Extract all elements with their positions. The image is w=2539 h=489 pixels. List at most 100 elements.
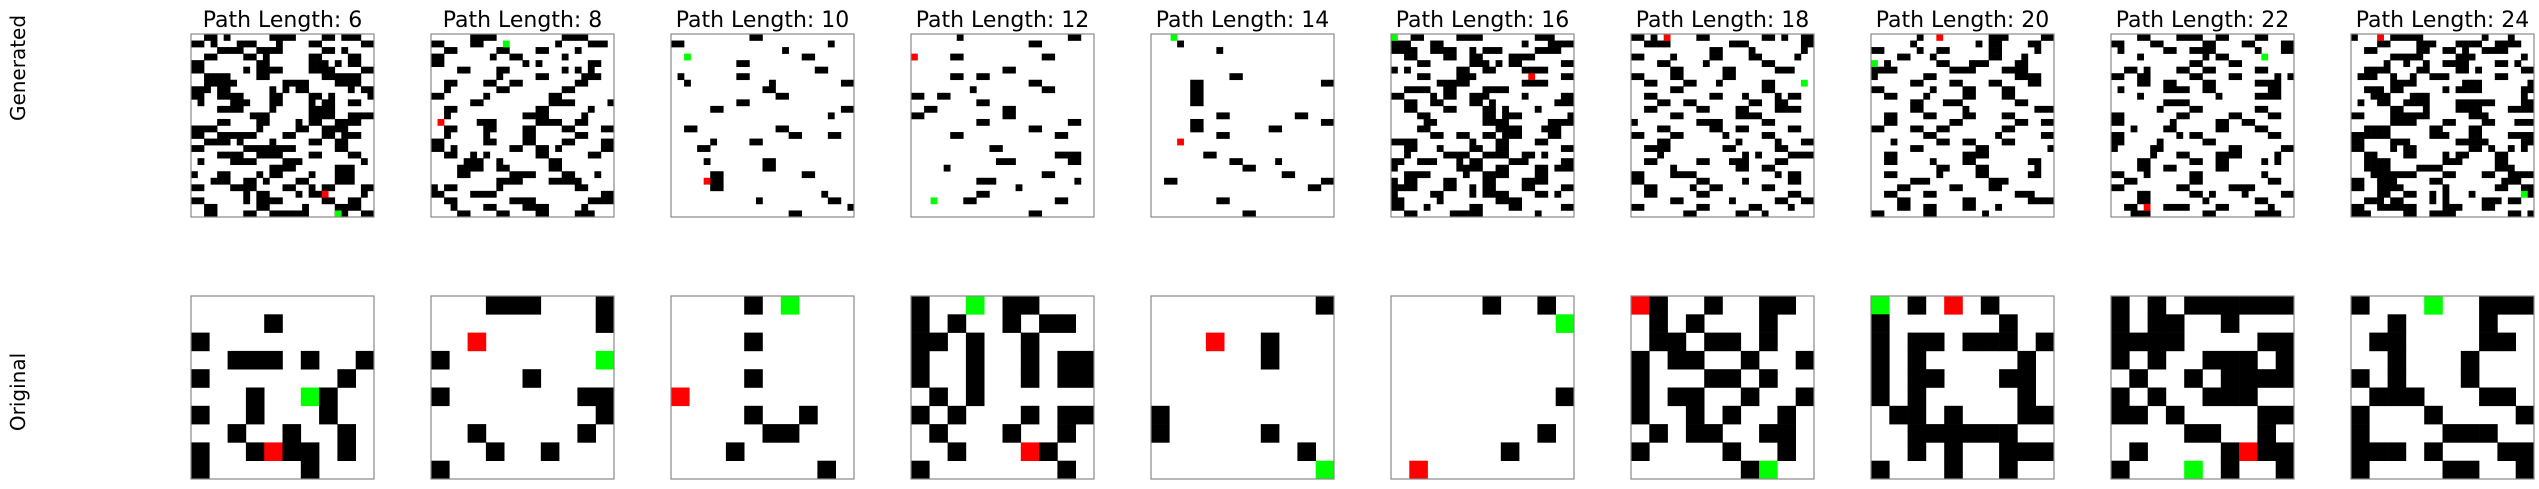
wall-cell	[1644, 40, 1651, 48]
wall-cell	[2027, 171, 2035, 179]
wall-cell	[337, 442, 356, 461]
wall-cell	[1929, 112, 1937, 120]
wall-cell	[1515, 132, 1523, 139]
wall-cell	[2220, 387, 2240, 407]
wall-cell	[502, 47, 510, 54]
wall-cell	[191, 369, 210, 388]
wall-cell	[2129, 332, 2148, 352]
wall-cell	[1074, 34, 1082, 41]
wall-cell	[1482, 47, 1490, 54]
panel-frame	[670, 295, 855, 480]
wall-cell	[2481, 47, 2489, 54]
wall-cell	[191, 460, 210, 480]
wall-cell	[450, 151, 458, 159]
panel-title: Path Length: 22	[2116, 8, 2290, 33]
wall-cell	[191, 332, 210, 352]
wall-cell	[360, 210, 368, 218]
wall-cell	[1489, 132, 1496, 139]
wall-cell	[2514, 171, 2522, 179]
wall-cell	[243, 66, 251, 74]
wall-cell	[2468, 79, 2476, 87]
wall-cell	[561, 138, 569, 146]
wall-cell	[1890, 112, 1898, 120]
wall-cell	[982, 190, 990, 198]
wall-cell	[1436, 145, 1444, 152]
wall-cell	[581, 203, 589, 211]
wall-cell	[917, 92, 925, 100]
wall-cell	[1781, 158, 1789, 166]
wall-cell	[1637, 132, 1645, 139]
wall-cell	[1196, 79, 1204, 87]
wall-cell	[1495, 164, 1503, 172]
original-grid	[2110, 295, 2295, 480]
wall-cell	[2390, 105, 2398, 113]
wall-cell	[2435, 210, 2443, 218]
wall-cell	[744, 332, 763, 352]
wall-cell	[1759, 314, 1778, 333]
wall-cell	[1689, 99, 1697, 107]
wall-cell	[347, 203, 355, 211]
wall-cell	[965, 332, 985, 352]
wall-cell	[2287, 40, 2295, 48]
wall-cell	[911, 405, 930, 425]
wall-cell	[2351, 203, 2358, 211]
wall-cell	[1075, 405, 1095, 425]
wall-cell	[956, 53, 964, 61]
wall-cell	[1735, 164, 1743, 172]
wall-cell	[1995, 79, 2003, 87]
wall-cell	[2351, 34, 2358, 41]
wall-cell	[1541, 164, 1549, 172]
wall-cell	[1475, 203, 1483, 211]
wall-cell	[504, 296, 523, 315]
wall-cell	[1482, 86, 1490, 94]
wall-cell	[1391, 184, 1398, 192]
wall-cell	[1196, 99, 1204, 107]
wall-cell	[1689, 210, 1697, 218]
wall-cell	[581, 118, 589, 126]
wall-cell	[2409, 190, 2417, 198]
wall-cell	[2143, 79, 2151, 87]
panel-frame	[2350, 295, 2535, 480]
wall-cell	[2377, 171, 2384, 179]
wall-cell	[2475, 138, 2483, 146]
wall-cell	[1704, 296, 1723, 315]
wall-cell	[1962, 105, 1970, 113]
wall-cell	[736, 60, 744, 67]
wall-cell	[470, 99, 478, 107]
wall-cell	[684, 125, 691, 133]
wall-cell	[308, 151, 316, 159]
wall-cell	[2047, 105, 2055, 113]
wall-cell	[1430, 92, 1438, 100]
wall-cell	[2501, 184, 2509, 192]
wall-cell	[1795, 387, 1815, 407]
wall-cell	[976, 118, 984, 126]
wall-cell	[223, 138, 231, 146]
wall-cell	[1975, 60, 1983, 67]
wall-cell	[1391, 203, 1398, 211]
wall-cell	[2455, 99, 2463, 107]
wall-cell	[1995, 132, 2003, 139]
wall-cell	[223, 79, 231, 87]
wall-cell	[1469, 34, 1477, 41]
wall-cell	[431, 60, 438, 67]
wall-cell	[2215, 53, 2223, 61]
wall-cell	[2267, 203, 2275, 211]
wall-cell	[710, 138, 718, 146]
wall-cell	[275, 99, 283, 107]
wall-cell	[744, 296, 763, 315]
wall-cell	[1644, 105, 1651, 113]
wall-cell	[587, 73, 595, 81]
wall-cell	[1397, 138, 1405, 146]
wall-cell	[360, 184, 368, 192]
wall-cell	[2257, 332, 2276, 352]
wall-cell	[2442, 190, 2450, 198]
wall-cell	[1528, 79, 1536, 87]
wall-cell	[1404, 40, 1411, 48]
wall-cell	[243, 145, 251, 152]
wall-cell	[1489, 151, 1496, 159]
wall-cell	[2117, 184, 2125, 192]
wall-cell	[1999, 369, 2018, 388]
wall-cell	[1650, 145, 1658, 152]
wall-cell	[308, 99, 316, 107]
wall-cell	[716, 105, 724, 113]
